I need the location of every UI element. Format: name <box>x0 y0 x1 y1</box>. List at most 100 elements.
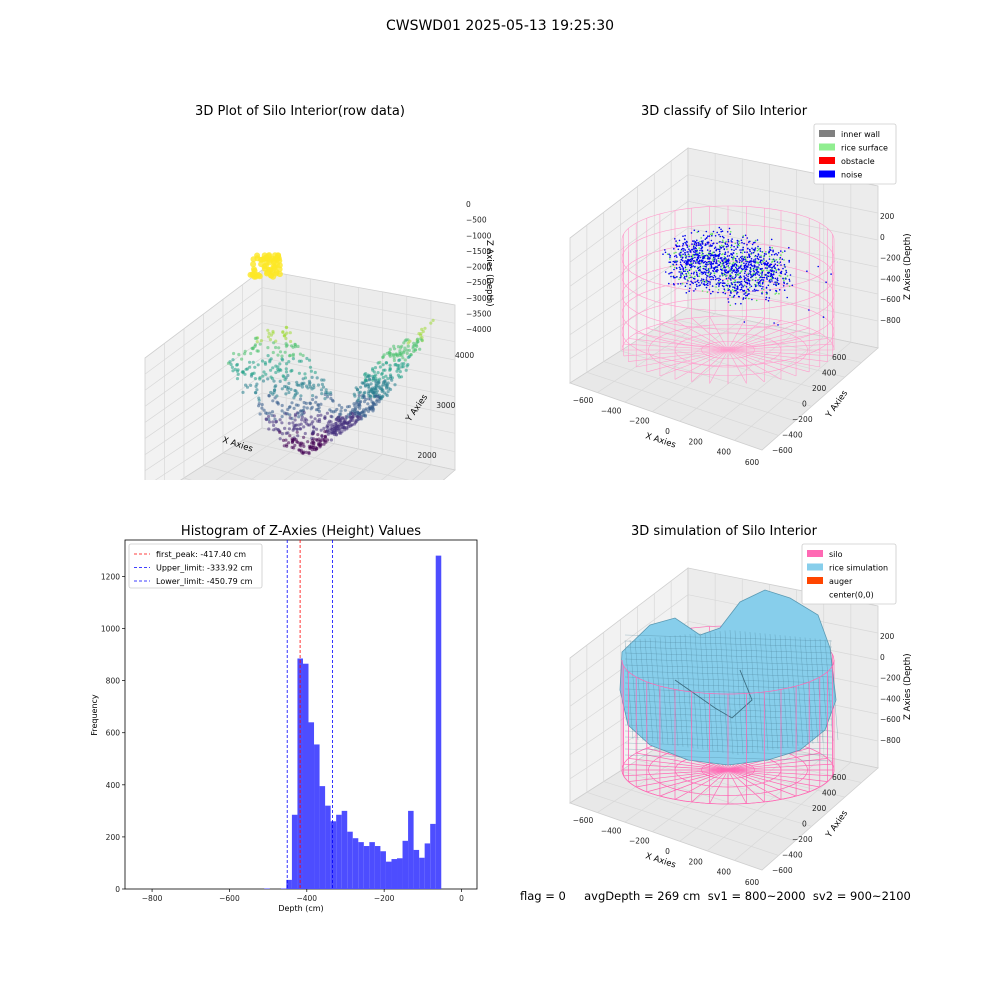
classify-noise-point <box>705 269 708 272</box>
simulation-mesh-line <box>814 638 824 743</box>
classify-noise-point <box>717 282 719 284</box>
classify-noise-point <box>769 281 772 283</box>
raw-point <box>303 431 307 436</box>
raw-point <box>258 342 262 346</box>
raw-point <box>258 412 262 416</box>
classify-rice-point <box>781 251 784 254</box>
classify-noise-point <box>689 251 692 253</box>
classify-rice-point <box>778 274 781 277</box>
simulation-mesh-line <box>624 700 833 708</box>
classify-noise-point <box>726 262 729 265</box>
raw-point <box>289 369 293 373</box>
classify-noise-point <box>771 275 774 278</box>
classify-noise-point <box>724 266 726 269</box>
classify-noise-point <box>741 268 744 271</box>
raw-point <box>351 414 355 418</box>
raw-point <box>355 388 360 392</box>
raw-point <box>372 391 376 395</box>
classify-noise-point <box>755 272 757 275</box>
raw-z-axis-label: Z Axies (Depth) <box>484 240 494 307</box>
classify-rice-point <box>744 257 747 260</box>
classify-noise-point <box>728 227 731 230</box>
raw-point <box>261 374 265 378</box>
classify-noise-point <box>702 240 704 242</box>
classify-noise-point <box>714 235 717 237</box>
raw-point <box>280 415 284 419</box>
raw-grid-line <box>261 410 456 453</box>
classify-noise-point <box>712 243 714 245</box>
raw-z-tick-label: 0 <box>466 200 471 209</box>
classify-rice-point <box>725 240 727 243</box>
classify-noise-point <box>716 277 718 280</box>
classify-noise-point <box>754 284 757 286</box>
raw-point <box>272 423 276 427</box>
cls-y-tick-label: 200 <box>812 384 827 393</box>
classify-rice-point <box>708 261 710 264</box>
classify-noise-point <box>701 241 704 244</box>
classify-noise-point <box>685 261 688 264</box>
classify-noise-point <box>749 266 752 269</box>
classify-rice-point <box>684 265 687 267</box>
classify-noise-point <box>740 258 743 260</box>
raw-point <box>249 372 254 376</box>
raw-point <box>358 406 362 410</box>
classify-rice-point <box>695 270 697 272</box>
raw-point <box>255 349 259 353</box>
raw-z-tick-label: −3500 <box>466 309 492 318</box>
classify-noise-point <box>697 244 700 246</box>
raw-point <box>230 365 234 369</box>
classify-noise-point <box>776 261 779 263</box>
raw-point <box>381 355 385 359</box>
raw-point <box>405 351 409 355</box>
classify-silo-wall-ring <box>621 223 835 293</box>
histogram-bar <box>413 849 420 889</box>
simulation-mesh-line <box>789 635 799 747</box>
classify-noise-point <box>754 279 757 282</box>
histogram-bar <box>291 814 298 889</box>
raw-point <box>389 374 393 379</box>
classify-noise-point <box>728 255 731 257</box>
classify-noise-point <box>672 263 674 266</box>
classify-rice-point <box>724 259 726 262</box>
classify-noise-point <box>731 277 733 280</box>
classify-rice-point <box>691 276 694 279</box>
raw-point <box>284 367 288 371</box>
raw-point <box>373 366 378 370</box>
classify-rice-point <box>742 249 744 252</box>
classify-noise-point <box>770 273 772 275</box>
classify-noise-point <box>712 290 714 293</box>
raw-point <box>418 347 422 351</box>
classify-rice-point <box>720 265 723 268</box>
cls-z-tick-label: 200 <box>880 212 895 221</box>
raw-point <box>262 408 266 412</box>
classify-noise-point <box>727 238 730 241</box>
classify-legend-label: inner wall <box>841 130 880 139</box>
classify-noise-point <box>693 271 695 274</box>
raw-point <box>272 414 276 418</box>
classify-noise-point <box>694 281 696 283</box>
classify-noise-point <box>701 273 703 275</box>
classify-noise-point <box>718 277 720 280</box>
simulation-mesh-line <box>624 646 833 654</box>
raw-point <box>293 342 297 346</box>
classify-noise-point <box>771 254 773 256</box>
classify-rice-point <box>722 253 724 255</box>
raw-point <box>404 338 408 342</box>
classify-silo-wall-ring <box>621 242 835 312</box>
cls-y-tick-label: −200 <box>792 415 813 424</box>
classify-noise-point <box>750 276 752 279</box>
classify-noise-point <box>733 294 736 297</box>
classify-noise-point <box>744 251 746 253</box>
histogram-bar <box>302 663 309 889</box>
classify-grid-line <box>687 280 879 322</box>
raw-z-tick-labels: 0−500−1000−1500−2000−2500−3000−3500−4000 <box>466 200 492 334</box>
classify-noise-point <box>669 256 671 258</box>
simulation-mesh-line <box>809 637 819 744</box>
simulation-mesh-line <box>674 635 684 747</box>
raw-point <box>287 441 291 445</box>
classify-grid-line <box>586 371 779 436</box>
raw-point <box>256 273 263 280</box>
